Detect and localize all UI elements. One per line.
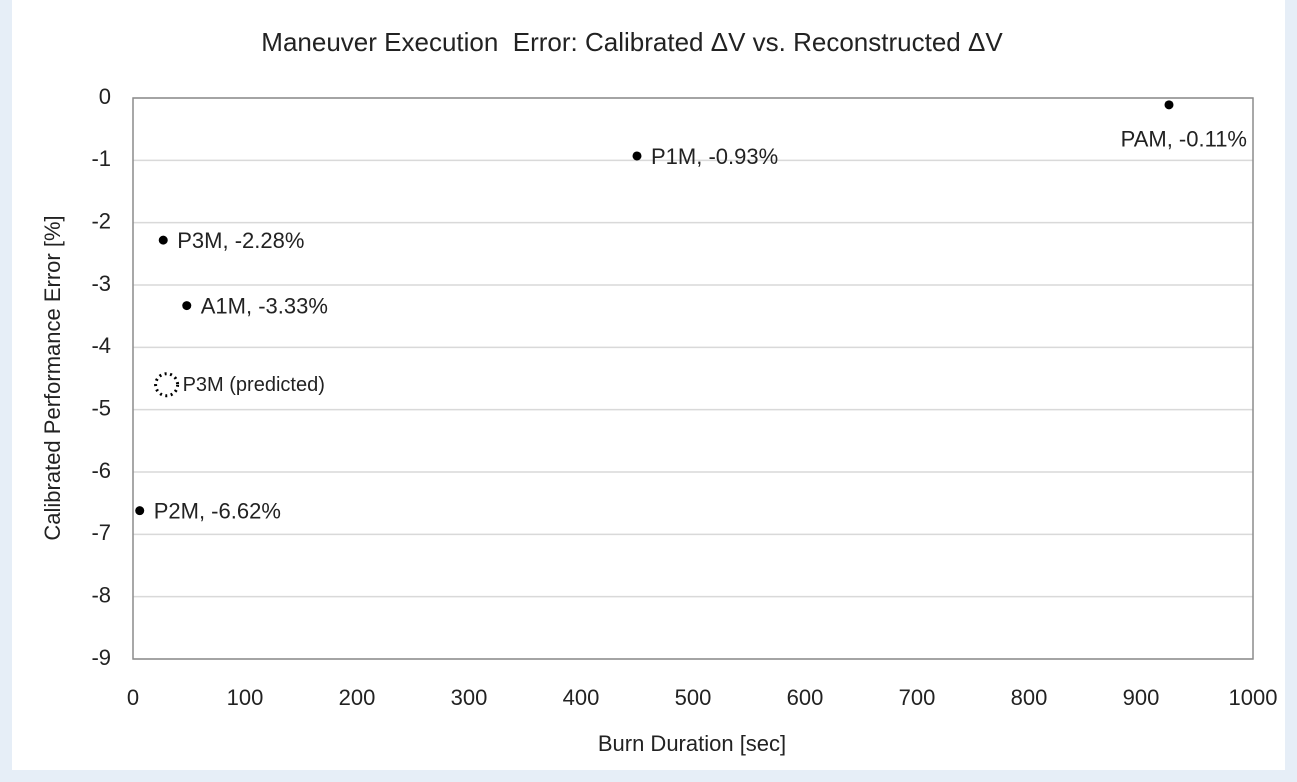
predicted-point	[154, 372, 180, 398]
x-tick-label: 300	[451, 685, 488, 710]
y-tick-label: -3	[91, 271, 111, 296]
x-tick-label: 200	[339, 685, 376, 710]
y-tick-label: -8	[91, 582, 111, 607]
point	[632, 151, 642, 161]
y-tick-label: 0	[99, 84, 111, 109]
x-tick-label: 700	[899, 685, 936, 710]
data-label: P3M, -2.28%	[177, 228, 304, 253]
x-tick-label: 600	[787, 685, 824, 710]
chart: Maneuver Execution Error: Calibrated ΔV …	[12, 0, 1285, 770]
x-tick-label: 500	[675, 685, 712, 710]
y-tick-label: -2	[91, 208, 111, 233]
y-axis-label: Calibrated Performance Error [%]	[40, 215, 65, 540]
data-label: A1M, -3.33%	[201, 293, 328, 318]
x-tick-label: 100	[227, 685, 264, 710]
x-tick-label: 800	[1011, 685, 1048, 710]
data-label: P2M, -6.62%	[154, 498, 281, 523]
y-tick-label: -7	[91, 520, 111, 545]
annotation: P3M (predicted)	[183, 374, 325, 396]
x-tick-label: 0	[127, 685, 139, 710]
y-tick-label: -4	[91, 333, 111, 358]
point	[1164, 100, 1174, 110]
data-label: P1M, -0.93%	[651, 144, 778, 169]
chart-title: Maneuver Execution Error: Calibrated ΔV …	[261, 27, 1003, 57]
data-label: PAM, -0.11%	[1121, 127, 1247, 152]
plot-border	[132, 97, 1254, 660]
y-tick-label: -5	[91, 395, 111, 420]
x-tick-label: 400	[563, 685, 600, 710]
point	[182, 301, 192, 311]
x-tick-label: 1000	[1229, 685, 1278, 710]
x-tick-label: 900	[1123, 685, 1160, 710]
point	[158, 235, 168, 245]
point	[135, 506, 145, 516]
x-axis-label: Burn Duration [sec]	[598, 731, 786, 756]
y-tick-label: -1	[91, 146, 111, 171]
y-tick-label: -6	[91, 458, 111, 483]
y-tick-label: -9	[91, 645, 111, 670]
